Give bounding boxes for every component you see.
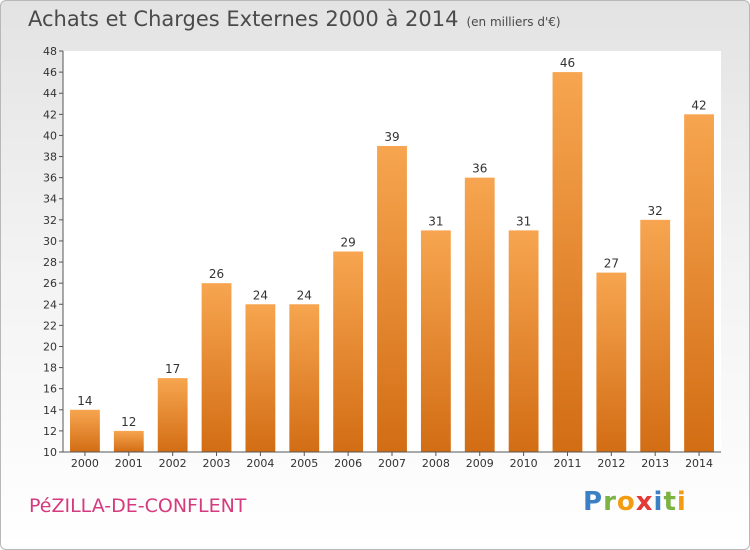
bar-2010 xyxy=(508,230,539,452)
y-tick-label: 32 xyxy=(43,214,57,227)
x-tick-label: 2005 xyxy=(290,457,318,470)
chart-title: Achats et Charges Externes 2000 à 2014 (e… xyxy=(28,7,561,31)
y-tick-label: 26 xyxy=(43,277,57,290)
logo-letter: P xyxy=(583,487,604,517)
bar-2002 xyxy=(157,378,188,452)
bar-2012 xyxy=(596,272,627,452)
x-tick-label: 2014 xyxy=(685,457,713,470)
data-label: 12 xyxy=(121,415,136,429)
data-label: 39 xyxy=(384,130,399,144)
bars-group: 14 12 17 26 24 24 29 39 31 36 31 46 27 32 42 xyxy=(70,56,714,453)
x-tick-label: 2012 xyxy=(597,457,625,470)
data-label: 24 xyxy=(297,288,312,302)
x-tick-label: 2008 xyxy=(422,457,450,470)
y-tick-label: 42 xyxy=(43,108,57,121)
x-tick-label: 2000 xyxy=(71,457,99,470)
y-axis: 10 12 14 16 18 20 22 24 26 28 30 32 34 36 38 40 42 44 46 48 xyxy=(43,45,64,459)
chart-unit: (en milliers d'€) xyxy=(466,15,561,29)
data-label: 29 xyxy=(340,236,355,250)
bar-2006 xyxy=(333,251,364,452)
data-label: 17 xyxy=(165,362,180,376)
y-tick-label: 46 xyxy=(43,66,57,79)
x-tick-label: 2011 xyxy=(553,457,581,470)
data-label: 24 xyxy=(253,288,268,302)
logo-letter: x xyxy=(635,487,654,517)
y-tick-label: 34 xyxy=(43,193,57,206)
bar-2000 xyxy=(70,409,100,452)
y-tick-label: 14 xyxy=(43,404,57,417)
bar-2009 xyxy=(464,177,495,452)
x-tick-label: 2004 xyxy=(246,457,274,470)
data-label: 32 xyxy=(648,204,663,218)
x-tick-label: 2009 xyxy=(466,457,494,470)
logo-letter: i xyxy=(676,487,687,517)
y-tick-label: 48 xyxy=(43,45,57,58)
bar-2014 xyxy=(684,114,714,452)
chart-title-text: Achats et Charges Externes 2000 à 2014 xyxy=(28,7,459,31)
x-axis: 2000 2001 2002 2003 2004 2005 2006 2007 2008 2009… xyxy=(63,451,721,470)
data-label: 42 xyxy=(691,98,706,112)
bar-2004 xyxy=(245,304,276,452)
bar-2013 xyxy=(640,219,671,452)
x-tick-label: 2002 xyxy=(159,457,187,470)
data-label: 14 xyxy=(77,394,92,408)
x-tick-label: 2010 xyxy=(510,457,538,470)
x-tick-label: 2003 xyxy=(203,457,231,470)
logo-letter: o xyxy=(616,487,636,517)
logo-letter: i xyxy=(653,487,664,517)
data-label: 31 xyxy=(516,214,531,228)
x-tick-label: 2007 xyxy=(378,457,406,470)
y-tick-label: 40 xyxy=(43,129,57,142)
y-tick-label: 22 xyxy=(43,319,57,332)
bar-2005 xyxy=(289,304,320,452)
proxiti-logo: Proxiti xyxy=(583,487,687,517)
y-tick-label: 10 xyxy=(43,446,57,459)
data-label: 36 xyxy=(472,162,487,176)
x-tick-label: 2013 xyxy=(641,457,669,470)
y-tick-label: 30 xyxy=(43,235,57,248)
data-label: 31 xyxy=(428,214,443,228)
logo-letter: r xyxy=(603,487,617,517)
bar-2008 xyxy=(420,230,451,452)
data-label: 46 xyxy=(560,56,575,70)
y-tick-label: 28 xyxy=(43,256,57,269)
logo-letter: t xyxy=(663,487,677,517)
data-label: 26 xyxy=(209,267,224,281)
bar-2011 xyxy=(552,72,583,453)
bar-2007 xyxy=(377,145,407,452)
data-label: 27 xyxy=(604,257,619,271)
x-tick-label: 2006 xyxy=(334,457,362,470)
bar-2001 xyxy=(113,430,144,452)
x-tick-label: 2001 xyxy=(115,457,143,470)
y-tick-label: 38 xyxy=(43,151,57,164)
bar-2003 xyxy=(201,283,232,452)
y-tick-label: 20 xyxy=(43,340,57,353)
y-tick-label: 24 xyxy=(43,298,57,311)
y-tick-label: 16 xyxy=(43,383,57,396)
y-tick-label: 18 xyxy=(43,362,57,375)
y-tick-label: 44 xyxy=(43,87,57,100)
y-tick-label: 12 xyxy=(43,425,57,438)
commune-name: PéZILLA-DE-CONFLENT xyxy=(29,495,247,517)
y-tick-label: 36 xyxy=(43,172,57,185)
